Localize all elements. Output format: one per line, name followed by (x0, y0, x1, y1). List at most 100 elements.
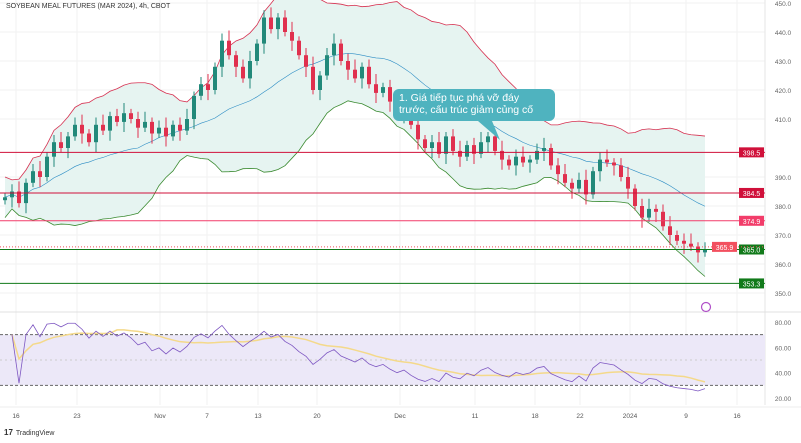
candle-body (283, 17, 287, 32)
candle-body (297, 40, 301, 56)
candle-body (507, 159, 511, 166)
price-tick: 370.0 (775, 233, 792, 240)
chart-title: SOYBEAN MEAL FUTURES (MAR 2024), 4h, CBO… (6, 3, 171, 10)
candle-body (178, 124, 182, 131)
candle-body (542, 148, 546, 151)
logo-mark: 17 (4, 428, 13, 437)
candle-body (213, 66, 217, 90)
candle-body (73, 124, 77, 137)
candle-body (122, 113, 126, 122)
candle-body (535, 150, 539, 160)
time-tick: 2024 (623, 413, 638, 420)
bollinger-fill (5, 0, 705, 277)
candle-body (626, 177, 630, 189)
candle-body (598, 159, 602, 172)
rsi-tick: 40.00 (775, 371, 792, 378)
price-tick: 410.0 (775, 117, 792, 124)
time-tick: 16 (12, 413, 20, 420)
candle-body (689, 243, 693, 247)
level-label-bg (739, 187, 764, 198)
candle-body (157, 127, 161, 134)
candle-body (591, 171, 595, 195)
candle-body (353, 69, 357, 79)
candle-body (521, 156, 525, 163)
candle-body (619, 165, 623, 177)
candle-body (248, 61, 252, 79)
candle-body (10, 191, 14, 198)
candle-body (549, 148, 553, 166)
candle-body (605, 159, 609, 163)
candle-body (528, 159, 532, 163)
price-tick: 380.0 (775, 204, 792, 211)
rsi-line (11, 322, 706, 392)
last-price-label: 365.9 (716, 245, 734, 252)
time-tick: 16 (733, 413, 741, 420)
candle-body (367, 66, 371, 85)
candle-body (304, 55, 308, 67)
candle-body (472, 145, 476, 154)
rsi-band (0, 334, 765, 386)
annotation-callout[interactable]: 1. Giá tiếp tục phá vỡ đáy trước, cấu tr… (393, 89, 555, 121)
candle-body (451, 136, 455, 151)
time-tick: 22 (576, 413, 584, 420)
candle-body (640, 206, 644, 218)
candle-body (458, 150, 462, 157)
time-tick: 7 (205, 413, 209, 420)
candle-body (234, 55, 238, 67)
price-tick: 390.0 (775, 175, 792, 182)
time-tick: 11 (472, 413, 479, 420)
candle-body (220, 40, 224, 67)
candle-body (570, 182, 574, 189)
candle-body (556, 165, 560, 175)
candle-body (465, 145, 469, 157)
candle-body (101, 124, 105, 131)
candle-body (633, 188, 637, 206)
candle-body (87, 133, 91, 143)
price-tick: 360.0 (775, 262, 792, 269)
time-tick: 20 (313, 413, 321, 420)
candle-body (311, 66, 315, 90)
price-tick: 430.0 (775, 59, 792, 66)
candle-body (654, 208, 658, 212)
candle-body (647, 208, 651, 218)
time-tick: 13 (254, 413, 262, 420)
candle-body (269, 17, 273, 30)
level-label: 398.5 (743, 150, 761, 157)
candle-body (31, 171, 35, 183)
candle-body (661, 211, 665, 227)
candle-body (675, 235, 679, 241)
bollinger-lower (4, 100, 706, 277)
candle-body (38, 171, 42, 177)
candle-body (318, 75, 322, 90)
level-label-bg (739, 278, 764, 289)
level-label-bg (739, 215, 764, 226)
candle-body (80, 124, 84, 134)
candle-body (255, 43, 259, 61)
candle-body (192, 95, 196, 119)
candle-body (563, 174, 567, 183)
candle-body (346, 61, 350, 70)
bollinger-upper (4, 0, 706, 181)
candle-body (612, 162, 616, 166)
candle-body (276, 17, 280, 30)
candle-body (206, 84, 210, 90)
level-label: 374.9 (743, 219, 761, 226)
bollinger-basis (4, 53, 706, 207)
tradingview-logo[interactable]: 17 TradingView (4, 428, 54, 437)
candle-body (437, 142, 441, 154)
time-tick: Dec (394, 413, 406, 420)
candle-body (388, 87, 392, 102)
level-label: 353.3 (743, 281, 761, 288)
candle-body (227, 40, 231, 56)
candle-body (703, 249, 707, 253)
last-price-bg (712, 241, 737, 252)
candle-body (584, 179, 588, 195)
price-tick: 350.0 (775, 291, 792, 298)
candle-body (199, 84, 203, 96)
candle-body (416, 124, 420, 140)
candle-body (374, 84, 378, 93)
logo-text: TradingView (15, 430, 55, 437)
candle-body (143, 121, 147, 128)
